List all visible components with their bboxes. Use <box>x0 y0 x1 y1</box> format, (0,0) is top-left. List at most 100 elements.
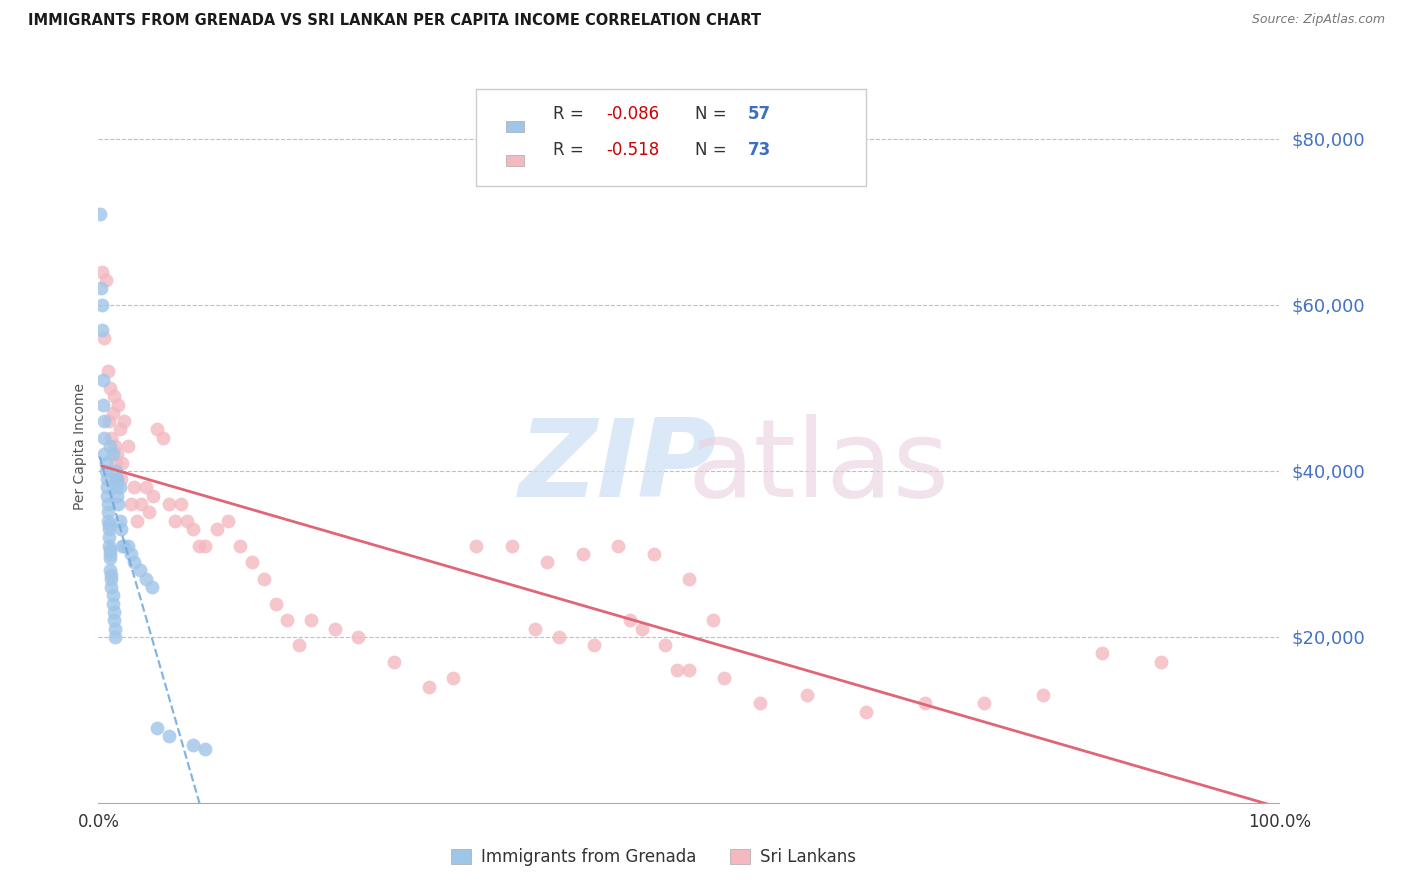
Point <box>98 539 121 553</box>
Point <box>98 522 121 536</box>
Point <box>104 622 127 636</box>
Point <box>973 696 995 710</box>
Point <box>93 431 115 445</box>
Point <box>110 472 132 486</box>
Point <box>91 397 114 411</box>
FancyBboxPatch shape <box>477 89 866 186</box>
Point <box>101 597 124 611</box>
Point <box>98 551 121 566</box>
Point <box>105 472 128 486</box>
Point <box>104 630 127 644</box>
Point <box>666 663 689 677</box>
Point <box>97 514 120 528</box>
Point <box>914 696 936 710</box>
Point <box>91 373 114 387</box>
Point <box>583 638 606 652</box>
Point <box>465 539 488 553</box>
Point <box>101 588 124 602</box>
Text: N =: N = <box>695 141 731 159</box>
Point <box>100 431 122 445</box>
Point <box>165 514 187 528</box>
Point <box>93 331 115 345</box>
Point <box>97 364 120 378</box>
Point <box>441 671 464 685</box>
Point <box>181 522 204 536</box>
Point <box>90 281 112 295</box>
Point <box>181 738 204 752</box>
Point <box>122 481 145 495</box>
Point <box>96 481 118 495</box>
Bar <box>506 155 523 166</box>
Point <box>1091 647 1114 661</box>
Point <box>98 542 121 557</box>
Point <box>108 481 131 495</box>
Point <box>103 613 125 627</box>
Text: ZIP: ZIP <box>519 415 717 520</box>
Point <box>94 273 117 287</box>
Point <box>121 547 143 561</box>
Point <box>418 680 440 694</box>
Point <box>98 547 121 561</box>
Bar <box>506 121 523 132</box>
Point <box>217 514 239 528</box>
Point <box>152 431 174 445</box>
Point <box>94 464 117 478</box>
Point <box>101 406 124 420</box>
Point <box>93 447 115 461</box>
Point <box>619 613 641 627</box>
Text: Source: ZipAtlas.com: Source: ZipAtlas.com <box>1251 13 1385 27</box>
Point <box>96 472 118 486</box>
Point <box>122 555 145 569</box>
Point <box>253 572 276 586</box>
Point <box>713 671 735 685</box>
Point <box>205 522 228 536</box>
Point <box>678 572 700 586</box>
Point <box>105 456 128 470</box>
Point <box>187 539 209 553</box>
Point <box>105 472 128 486</box>
Point <box>112 539 135 553</box>
Text: -0.518: -0.518 <box>606 141 659 159</box>
Point <box>111 539 134 553</box>
Point <box>157 730 180 744</box>
Point <box>748 696 770 710</box>
Point <box>643 547 665 561</box>
Text: -0.086: -0.086 <box>606 105 659 123</box>
Point <box>100 580 122 594</box>
Text: 73: 73 <box>748 141 772 159</box>
Y-axis label: Per Capita Income: Per Capita Income <box>73 383 87 509</box>
Point <box>1150 655 1173 669</box>
Point <box>105 464 128 478</box>
Point <box>105 447 128 461</box>
Point <box>98 381 121 395</box>
Point <box>97 497 120 511</box>
Point <box>97 505 120 519</box>
Point <box>630 622 652 636</box>
Point <box>121 497 143 511</box>
Point <box>103 389 125 403</box>
Point <box>108 514 131 528</box>
Point <box>142 489 165 503</box>
Point <box>127 514 149 528</box>
Point <box>100 572 122 586</box>
Point <box>107 397 129 411</box>
Point <box>111 456 134 470</box>
Text: N =: N = <box>695 105 731 123</box>
Point <box>548 630 571 644</box>
Point <box>176 514 198 528</box>
Point <box>91 265 114 279</box>
Point <box>138 505 160 519</box>
Point <box>288 638 311 652</box>
Point <box>264 597 287 611</box>
Point <box>382 655 405 669</box>
Text: IMMIGRANTS FROM GRENADA VS SRI LANKAN PER CAPITA INCOME CORRELATION CHART: IMMIGRANTS FROM GRENADA VS SRI LANKAN PE… <box>28 13 761 29</box>
Point <box>105 481 128 495</box>
Point <box>855 705 877 719</box>
Point <box>276 613 298 627</box>
Point <box>96 489 118 503</box>
Point <box>98 530 121 544</box>
Point <box>607 539 630 553</box>
Point <box>170 497 193 511</box>
Text: atlas: atlas <box>688 415 950 520</box>
Text: R =: R = <box>553 141 595 159</box>
